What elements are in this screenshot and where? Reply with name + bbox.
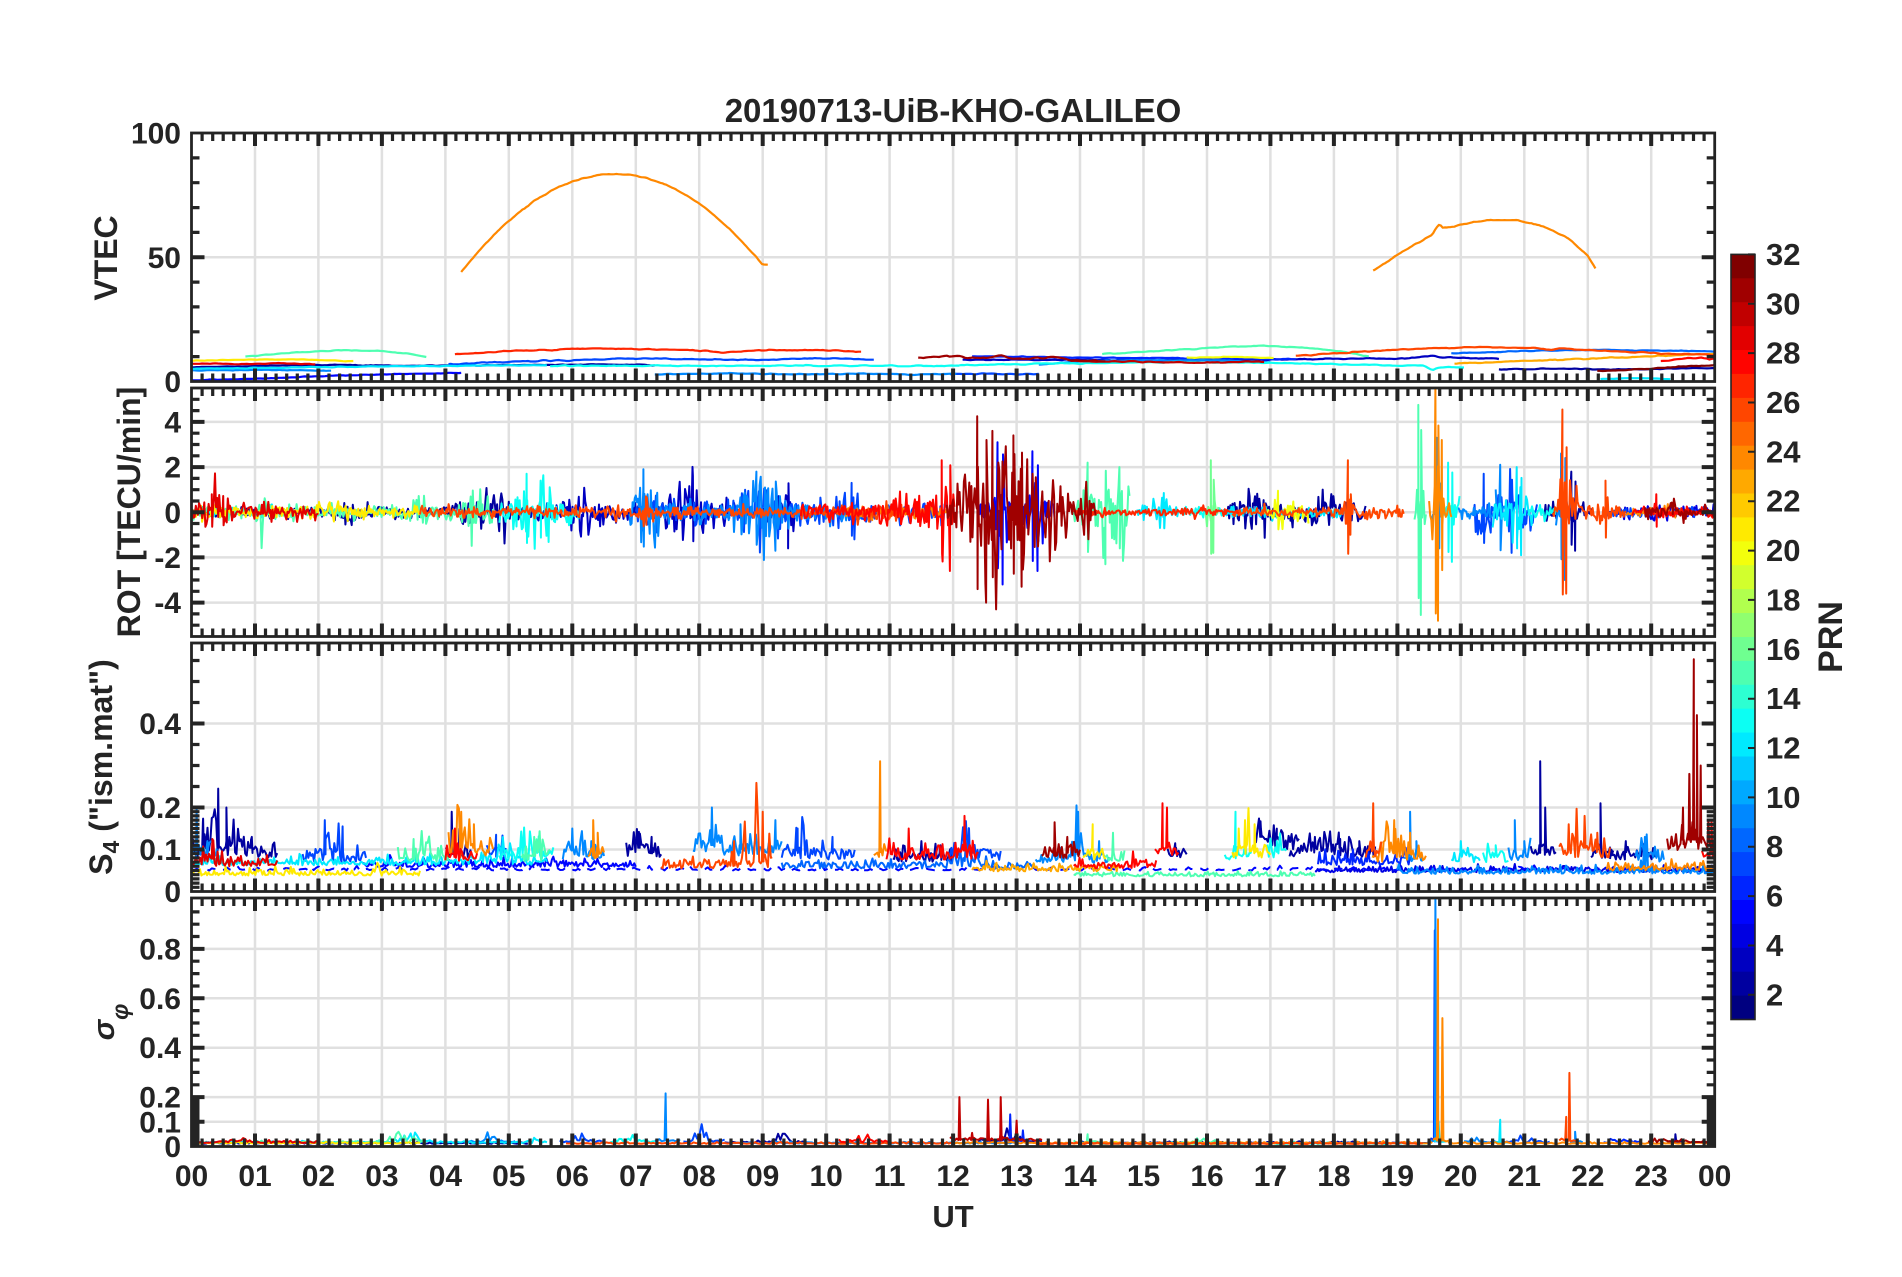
svg-text:16: 16 [1766,632,1800,667]
svg-text:14: 14 [1766,681,1801,716]
svg-text:0: 0 [164,366,181,399]
svg-text:2: 2 [164,452,181,485]
svg-text:S4 ("ism.mat"): S4 ("ism.mat") [83,659,124,875]
svg-text:13: 13 [1000,1160,1033,1193]
svg-text:15: 15 [1127,1160,1160,1193]
svg-text:01: 01 [238,1160,271,1193]
svg-text:16: 16 [1190,1160,1223,1193]
svg-text:0.4: 0.4 [139,1032,181,1065]
svg-text:10: 10 [810,1160,843,1193]
svg-text:0.6: 0.6 [139,983,181,1016]
svg-text:00: 00 [1698,1160,1731,1193]
svg-text:14: 14 [1063,1160,1097,1193]
svg-text:2: 2 [1766,977,1783,1012]
svg-text:0.2: 0.2 [139,1082,181,1115]
svg-text:VTEC: VTEC [88,215,124,300]
svg-text:PRN: PRN [1812,601,1850,673]
svg-text:4: 4 [1766,928,1784,963]
svg-text:-4: -4 [154,587,181,620]
svg-text:0: 0 [164,876,181,909]
svg-text:10: 10 [1766,780,1800,815]
svg-text:4: 4 [164,406,181,439]
svg-text:04: 04 [429,1160,463,1193]
svg-text:50: 50 [148,242,181,275]
svg-text:0.1: 0.1 [139,1106,181,1139]
svg-text:23: 23 [1635,1160,1668,1193]
svg-text:0.1: 0.1 [139,834,181,867]
svg-text:100: 100 [131,118,181,151]
svg-text:17: 17 [1254,1160,1287,1193]
svg-text:0.4: 0.4 [139,708,181,741]
svg-text:30: 30 [1766,286,1800,321]
svg-text:σφ: σφ [86,1004,133,1041]
svg-text:07: 07 [619,1160,652,1193]
svg-text:20: 20 [1766,533,1800,568]
svg-text:11: 11 [874,1160,906,1193]
svg-text:UT: UT [932,1199,973,1234]
svg-text:ROT [TECU/min]: ROT [TECU/min] [111,387,147,638]
svg-text:0.2: 0.2 [139,792,181,825]
svg-text:0: 0 [164,497,181,530]
svg-text:12: 12 [1766,731,1800,766]
svg-text:05: 05 [492,1160,525,1193]
svg-text:03: 03 [365,1160,398,1193]
svg-text:0: 0 [164,1131,181,1164]
svg-text:22: 22 [1571,1160,1604,1193]
svg-text:0.8: 0.8 [139,933,181,966]
svg-text:08: 08 [683,1160,716,1193]
svg-text:-2: -2 [154,542,181,575]
svg-text:22: 22 [1766,484,1800,519]
svg-text:32: 32 [1766,237,1800,272]
svg-text:28: 28 [1766,336,1800,371]
svg-text:00: 00 [175,1160,208,1193]
svg-text:18: 18 [1766,582,1800,617]
svg-text:09: 09 [746,1160,779,1193]
svg-text:21: 21 [1508,1160,1541,1193]
svg-text:06: 06 [556,1160,589,1193]
svg-text:19: 19 [1381,1160,1414,1193]
svg-text:12: 12 [936,1160,969,1193]
svg-text:8: 8 [1766,829,1783,864]
svg-text:20: 20 [1444,1160,1477,1193]
svg-text:6: 6 [1766,879,1783,914]
svg-text:20190713-UiB-KHO-GALILEO: 20190713-UiB-KHO-GALILEO [725,92,1182,129]
svg-text:02: 02 [302,1160,335,1193]
svg-text:18: 18 [1317,1160,1350,1193]
svg-text:24: 24 [1766,434,1801,469]
svg-text:26: 26 [1766,385,1800,420]
